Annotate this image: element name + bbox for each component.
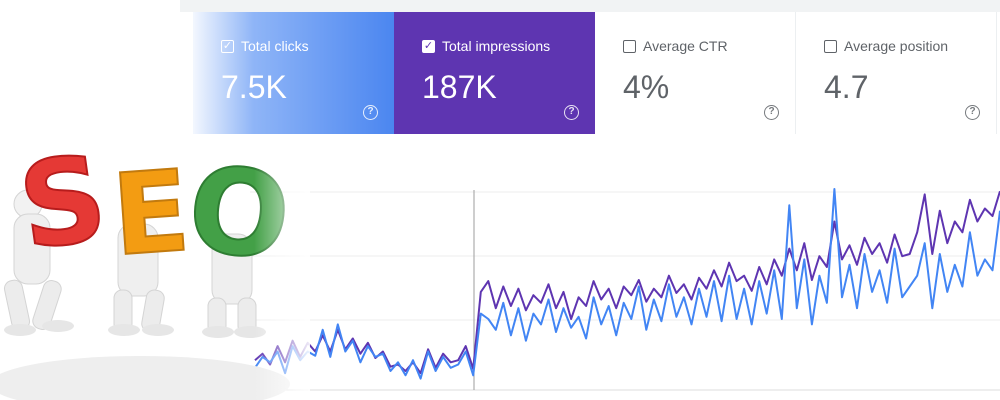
position-checkbox[interactable] bbox=[824, 39, 837, 53]
metric-value: 4.7 bbox=[824, 69, 869, 105]
series-line-clicks bbox=[254, 188, 1000, 380]
check-icon: ✓ bbox=[423, 39, 434, 52]
top-toolbar-strip bbox=[180, 0, 1000, 12]
help-circle-icon[interactable]: ? bbox=[764, 105, 779, 120]
ctr-checkbox[interactable] bbox=[623, 39, 636, 53]
check-icon: ✓ bbox=[222, 39, 233, 52]
metric-cards: ✓ Total clicks 7.5K ? ✓ Total impression… bbox=[193, 12, 1000, 134]
metric-card-position[interactable]: Average position 4.7 ? bbox=[796, 12, 997, 134]
chart-series bbox=[254, 188, 1000, 380]
impressions-checkbox[interactable]: ✓ bbox=[422, 39, 435, 53]
metric-label: Average position bbox=[844, 38, 949, 54]
metric-value: 187K bbox=[422, 69, 497, 105]
metric-label: Average CTR bbox=[643, 38, 728, 54]
series-line-impressions bbox=[254, 190, 1000, 375]
metric-card-impressions[interactable]: ✓ Total impressions 187K ? bbox=[394, 12, 595, 134]
metric-label: Total impressions bbox=[442, 38, 551, 54]
help-circle-icon[interactable]: ? bbox=[363, 105, 378, 120]
metric-card-ctr[interactable]: Average CTR 4% ? bbox=[595, 12, 796, 134]
seo-illustration: S E O bbox=[0, 134, 310, 400]
metric-value: 4% bbox=[623, 69, 670, 105]
clicks-checkbox[interactable]: ✓ bbox=[221, 39, 234, 53]
performance-line-chart bbox=[250, 188, 1000, 391]
help-circle-icon[interactable]: ? bbox=[965, 105, 980, 120]
metric-label: Total clicks bbox=[241, 38, 309, 54]
metric-card-clicks[interactable]: ✓ Total clicks 7.5K ? bbox=[193, 12, 394, 134]
metric-value: 7.5K bbox=[221, 69, 287, 105]
help-circle-icon[interactable]: ? bbox=[564, 105, 579, 120]
chart-grid bbox=[250, 190, 1000, 391]
